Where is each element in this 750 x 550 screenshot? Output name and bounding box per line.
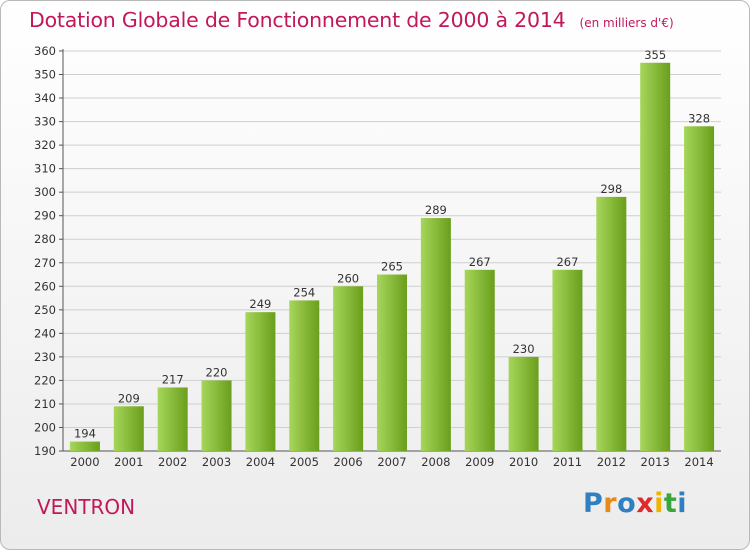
bar-2001 xyxy=(113,406,144,451)
chart-unit: (en milliers d'€) xyxy=(579,16,674,30)
y-tick-label: 280 xyxy=(34,232,56,246)
value-label-2006: 260 xyxy=(337,271,359,285)
bar-2010 xyxy=(508,356,539,451)
x-tick-label: 2006 xyxy=(333,455,362,469)
x-tick-label: 2007 xyxy=(377,455,406,469)
x-tick-label: 2008 xyxy=(421,455,450,469)
x-tick-label: 2011 xyxy=(553,455,582,469)
value-labels: 194 209 217 220 249 254 260 265 289 267 230 267 298 3… xyxy=(74,48,710,441)
y-tick-label: 190 xyxy=(34,444,56,458)
bar-2008 xyxy=(420,218,451,451)
logo-letter: x xyxy=(636,488,655,519)
bar-2004 xyxy=(245,312,276,451)
x-tick-label: 2014 xyxy=(684,455,713,469)
logo-letter: i xyxy=(677,488,688,519)
y-tick-label: 220 xyxy=(34,373,56,387)
logo-letter: t xyxy=(663,488,678,519)
x-tick-label: 2004 xyxy=(246,455,275,469)
value-label-2004: 249 xyxy=(249,297,271,311)
y-tick-label: 300 xyxy=(34,185,56,199)
x-tick-label: 2000 xyxy=(70,455,99,469)
x-tick-label: 2001 xyxy=(114,455,143,469)
value-label-2003: 220 xyxy=(206,365,228,379)
y-tick-label: 240 xyxy=(34,326,56,340)
chart-title: Dotation Globale de Fonctionnement de 20… xyxy=(29,8,566,32)
value-label-2007: 265 xyxy=(381,260,403,274)
proxiti-logo[interactable]: Proxiti xyxy=(583,488,687,519)
y-tick-label: 330 xyxy=(34,115,56,129)
value-label-2005: 254 xyxy=(293,285,315,299)
title-row: Dotation Globale de Fonctionnement de 20… xyxy=(29,8,674,32)
x-tick-label: 2002 xyxy=(158,455,187,469)
bars xyxy=(69,62,715,451)
value-label-2012: 298 xyxy=(600,182,622,196)
bar-2003 xyxy=(201,380,232,451)
y-tick-label: 290 xyxy=(34,209,56,223)
logo-letter: i xyxy=(654,488,664,519)
x-tick-label: 2003 xyxy=(202,455,231,469)
y-tick-label: 210 xyxy=(34,397,56,411)
value-label-2009: 267 xyxy=(469,255,491,269)
bar-2006 xyxy=(333,286,364,451)
bar-2012 xyxy=(596,196,627,451)
logo-letter: P xyxy=(583,488,604,519)
bar-2000 xyxy=(69,441,100,451)
y-tick-label: 350 xyxy=(34,68,56,82)
value-label-2002: 217 xyxy=(162,372,184,386)
logo-letter: o xyxy=(617,488,637,519)
y-tick-label: 260 xyxy=(34,279,56,293)
value-label-2013: 355 xyxy=(644,48,666,62)
y-tick-label: 250 xyxy=(34,303,56,317)
value-label-2000: 194 xyxy=(74,427,96,441)
bar-2013 xyxy=(640,62,671,451)
y-tick-label: 320 xyxy=(34,138,56,152)
value-label-2008: 289 xyxy=(425,203,447,217)
y-tick-label: 230 xyxy=(34,350,56,364)
x-tick-labels: 2000 2001 2002 2003 2004 2005 2006 2007 2008 2009… xyxy=(70,455,713,469)
x-tick-label: 2010 xyxy=(509,455,538,469)
x-tick-label: 2012 xyxy=(597,455,626,469)
commune-name: VENTRON xyxy=(37,495,136,519)
bar-2009 xyxy=(464,269,495,451)
x-tick-label: 2005 xyxy=(290,455,319,469)
y-tick-label: 340 xyxy=(34,91,56,105)
value-label-2010: 230 xyxy=(513,342,535,356)
y-tick-label: 360 xyxy=(34,44,56,58)
y-tick-label: 200 xyxy=(34,420,56,434)
bar-2007 xyxy=(377,274,407,451)
x-tick-label: 2013 xyxy=(641,455,670,469)
bar-2014 xyxy=(684,126,715,451)
y-tick-labels: 190 200 210 220 230 240 250 260 270 280 290 300 310 3… xyxy=(34,44,56,458)
y-tick-label: 270 xyxy=(34,256,56,270)
y-tick-label: 310 xyxy=(34,162,56,176)
value-label-2001: 209 xyxy=(118,391,140,405)
bar-2002 xyxy=(157,387,188,451)
bar-2005 xyxy=(289,300,320,451)
x-tick-label: 2009 xyxy=(465,455,494,469)
value-label-2011: 267 xyxy=(556,255,578,269)
logo-letter: r xyxy=(603,488,618,519)
value-label-2014: 328 xyxy=(688,111,710,125)
bar-2011 xyxy=(552,269,583,451)
